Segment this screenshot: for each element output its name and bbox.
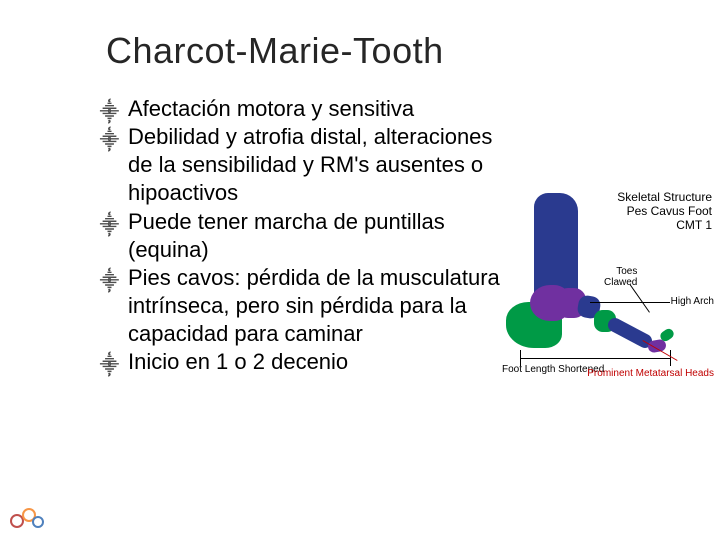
diagram-subtitle2: CMT 1	[676, 218, 712, 232]
leader-tick-icon	[520, 350, 521, 366]
bullet-text: Afectación motora y sensitiva	[128, 96, 414, 121]
bullet-icon: ⸎	[100, 270, 119, 293]
bullet-text: Debilidad y atrofia distal, alteraciones…	[128, 124, 492, 205]
label-metatarsal: Prominent Metatarsal Heads	[587, 368, 714, 379]
leader-line-icon	[520, 358, 670, 359]
bullet-icon: ⸎	[100, 129, 119, 152]
bullet-icon: ⸎	[100, 101, 119, 124]
bullet-text: Pies cavos: pérdida de la musculatura in…	[128, 265, 500, 346]
leader-line-icon	[590, 302, 670, 303]
list-item: ⸎ Debilidad y atrofia distal, alteracion…	[100, 123, 500, 207]
diagram-subtitle: Pes Cavus Foot	[627, 204, 712, 218]
label-toes: ToesClawed	[604, 266, 637, 288]
foot-diagram: Skeletal Structure Pes Cavus Foot CMT 1 …	[500, 190, 718, 425]
bullet-list: ⸎ Afectación motora y sensitiva ⸎ Debili…	[100, 95, 500, 377]
bullet-text: Puede tener marcha de puntillas (equina)	[128, 209, 445, 262]
bullet-text: Inicio en 1 o 2 decenio	[128, 349, 348, 374]
list-item: ⸎ Inicio en 1 o 2 decenio	[100, 348, 500, 376]
list-item: ⸎ Pies cavos: pérdida de la musculatura …	[100, 264, 500, 348]
leader-tick-icon	[670, 350, 671, 366]
leader-line-icon	[630, 284, 650, 312]
page-title: Charcot-Marie-Tooth	[106, 30, 444, 72]
list-item: ⸎ Afectación motora y sensitiva	[100, 95, 500, 123]
corner-decoration-icon	[10, 504, 50, 532]
list-item: ⸎ Puede tener marcha de puntillas (equin…	[100, 208, 500, 264]
diagram-title: Skeletal Structure	[617, 190, 712, 204]
bullet-icon: ⸎	[100, 214, 119, 237]
bullet-icon: ⸎	[100, 354, 119, 377]
label-high-arch: High Arch	[671, 296, 714, 307]
